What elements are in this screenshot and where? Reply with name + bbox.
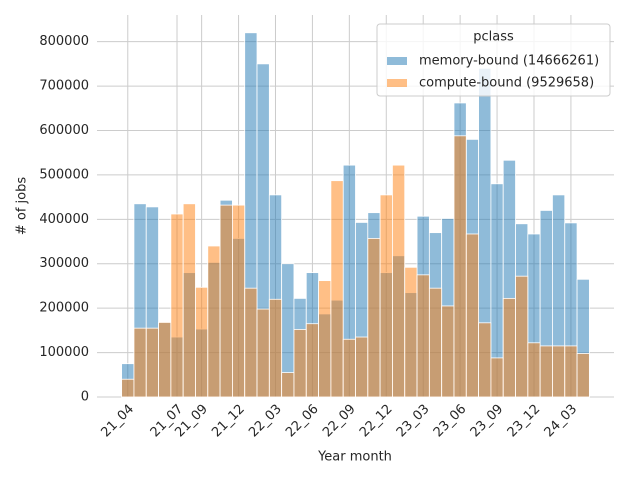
x-tick-label: 24_03	[542, 402, 581, 441]
bar	[564, 345, 578, 398]
bar	[404, 266, 418, 398]
bar	[158, 321, 172, 398]
bar	[515, 275, 529, 398]
bar	[268, 298, 283, 398]
bar	[478, 322, 492, 398]
bar	[342, 338, 356, 398]
y-tick-label: 300000	[39, 256, 89, 271]
bar	[490, 357, 504, 398]
x-tick-label: 22_12	[357, 402, 396, 441]
bar	[367, 238, 381, 398]
x-tick-label: 23_06	[431, 402, 470, 441]
bar	[527, 342, 541, 398]
x-tick-label: 22_09	[320, 402, 359, 441]
bar	[392, 164, 406, 398]
x-tick-label: 21_12	[209, 402, 248, 441]
legend-swatch	[387, 79, 407, 87]
bar	[145, 327, 159, 398]
bar	[219, 204, 233, 398]
x-tick-label: 23_03	[394, 402, 433, 441]
y-tick-label: 700000	[39, 79, 89, 94]
legend: pclass memory-bound (14666261) compute-bou…	[376, 23, 611, 97]
bar	[318, 280, 332, 398]
bar	[552, 345, 566, 398]
y-tick-label: 600000	[39, 123, 89, 138]
bar	[133, 327, 147, 398]
y-tick-label: 400000	[39, 212, 89, 227]
x-tick-label: 23_12	[505, 402, 544, 441]
bar	[453, 135, 467, 398]
bar	[330, 180, 344, 398]
bar	[539, 345, 553, 398]
y-tick-label: 0	[81, 390, 89, 405]
x-tick-label: 21_04	[98, 402, 137, 441]
bar	[355, 336, 369, 398]
x-tick-label: 22_06	[283, 402, 322, 441]
bar	[195, 286, 209, 398]
y-tick-label: 200000	[39, 301, 89, 316]
bar	[293, 329, 307, 398]
x-tick-label: 23_09	[468, 402, 507, 441]
bar	[207, 245, 221, 398]
bar	[182, 203, 196, 398]
bar	[232, 204, 246, 398]
bar	[121, 378, 135, 398]
bar	[256, 308, 270, 398]
bar	[244, 287, 258, 398]
bar	[305, 323, 319, 398]
legend-title: pclass	[473, 30, 514, 45]
y-tick-label: 800000	[39, 34, 89, 49]
legend-box	[376, 23, 611, 97]
bar	[576, 353, 590, 398]
y-axis-label: # of jobs	[15, 177, 30, 236]
x-axis-label: Year month	[317, 450, 392, 465]
bar	[465, 233, 479, 398]
bar	[379, 194, 393, 398]
bar	[428, 287, 443, 398]
legend-swatch	[387, 57, 407, 65]
legend-label: compute-bound (9529658)	[419, 76, 594, 91]
bar	[502, 297, 516, 398]
y-tick-label: 100000	[39, 345, 89, 360]
y-tick-label: 500000	[39, 167, 89, 182]
legend-label: memory-bound (14666261)	[419, 54, 599, 69]
x-tick-label: 22_03	[246, 402, 285, 441]
bar	[170, 213, 184, 398]
bar	[281, 372, 295, 398]
bar	[441, 305, 455, 398]
bar	[416, 274, 430, 398]
